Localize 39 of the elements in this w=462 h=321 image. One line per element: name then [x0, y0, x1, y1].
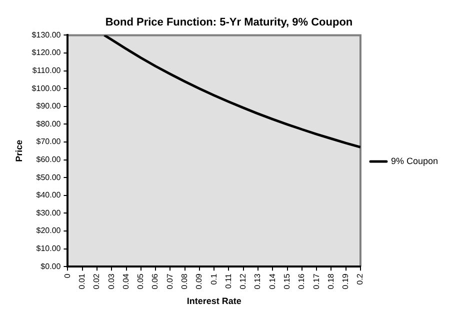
x-tick-label: 0.17 [312, 273, 321, 290]
x-tick-label: 0.02 [92, 273, 102, 290]
x-tick-label: 0.03 [106, 273, 116, 290]
chart-title: Bond Price Function: 5-Yr Maturity, 9% Coupon [105, 16, 353, 29]
y-tick-label: $70.00 [36, 137, 62, 146]
x-tick-label: 0.11 [224, 273, 233, 289]
x-tick-label: 0.12 [238, 273, 248, 290]
x-tick-label: 0.01 [78, 273, 87, 290]
legend-label: 9% Coupon [390, 156, 438, 166]
x-tick-label: 0.15 [282, 273, 292, 290]
x-tick-label: 0.16 [297, 273, 306, 290]
y-tick-label: $110.00 [32, 66, 62, 76]
x-tick-label: 0.13 [253, 273, 262, 290]
x-tick-label: 0.09 [194, 273, 204, 290]
y-tick-label: $20.00 [36, 226, 62, 236]
x-tick-label: 0.05 [136, 273, 146, 290]
y-tick-label: $0.00 [40, 262, 62, 271]
y-tick-label: $10.00 [36, 244, 62, 254]
y-tick-label: $50.00 [36, 172, 62, 182]
x-tick-label: 0 [62, 273, 72, 278]
x-tick-label: 0.18 [326, 273, 336, 290]
x-tick-label: 0.14 [268, 273, 277, 290]
x-tick-label: 0.04 [121, 273, 130, 290]
y-tick-label: $80.00 [36, 119, 62, 128]
y-tick-label: $30.00 [36, 208, 62, 218]
x-tick-label: 0.19 [341, 273, 350, 290]
y-tick-label: $40.00 [36, 190, 62, 200]
y-tick-label: $100.00 [32, 84, 62, 93]
x-tick-label: 0.07 [165, 273, 174, 290]
y-tick-label: $90.00 [36, 102, 62, 111]
x-tick-label: 0.06 [150, 273, 160, 290]
y-tick-label: $60.00 [36, 155, 62, 164]
y-tick-label: $120.00 [32, 48, 62, 58]
x-tick-label: 0.08 [180, 273, 190, 290]
x-axis-title: Interest Rate [186, 296, 242, 306]
y-tick-label: $130.00 [32, 30, 62, 40]
y-axis-title: Price [14, 140, 24, 162]
x-tick-label: 0.1 [209, 273, 218, 285]
x-tick-label: 0.2 [356, 273, 365, 285]
